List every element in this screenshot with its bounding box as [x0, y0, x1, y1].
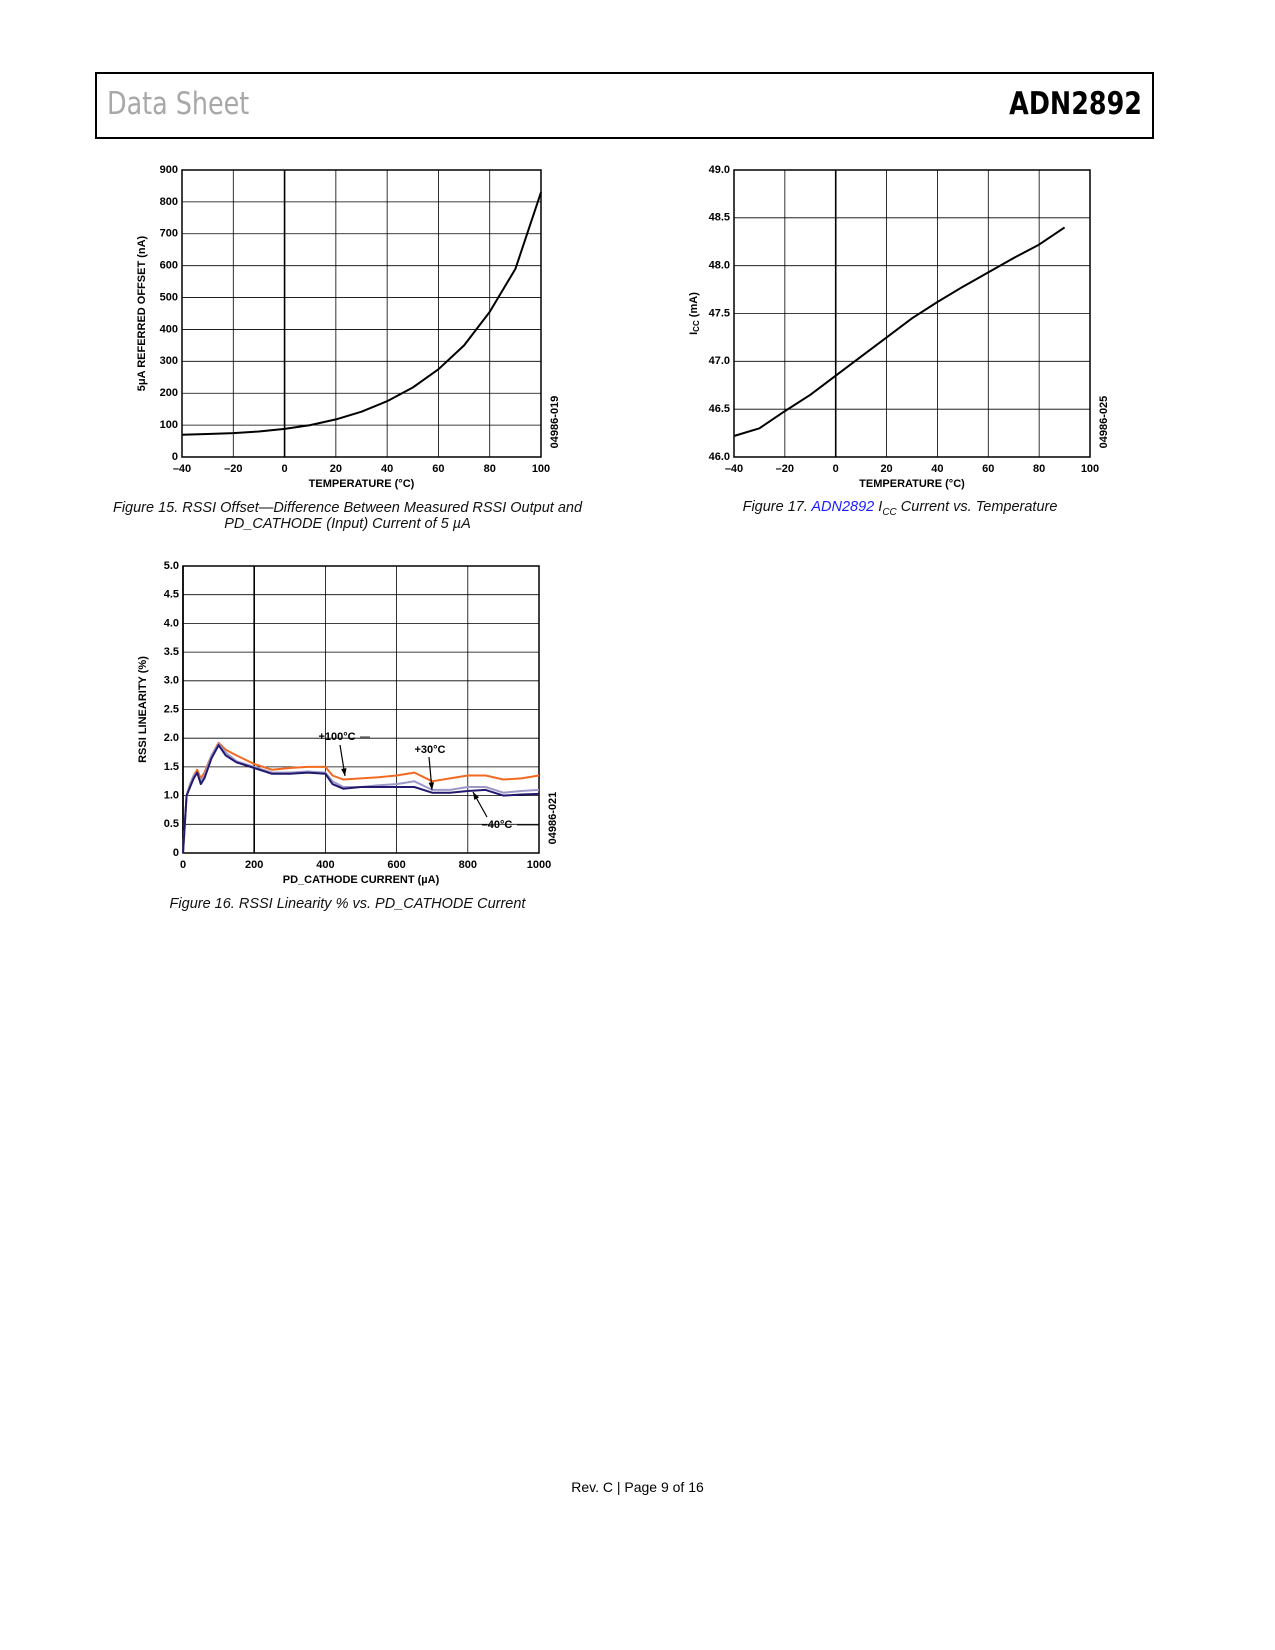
y-tick-label: 46.0 [709, 451, 730, 463]
annotation: +30°C [414, 744, 445, 756]
y-axis-label: 5μA REFERRED OFFSET (nA) [136, 235, 148, 391]
y-axis-label: RSSI LINEARITY (%) [137, 656, 149, 763]
figure-code: 04986-025 [1098, 396, 1110, 449]
caption: Figure 17. ADN2892 ICC Current vs. Tempe… [660, 499, 1140, 518]
caption-link[interactable]: ADN2892 [811, 499, 875, 515]
x-tick-label: 0 [833, 463, 839, 475]
x-tick-label: 60 [982, 463, 994, 475]
y-tick-label: 0.5 [164, 818, 179, 830]
footer: Rev. C | Page 9 of 16 [571, 1479, 704, 1495]
x-tick-label: 20 [330, 463, 342, 475]
caption-line: PD_CATHODE (Input) Current of 5 µA [224, 516, 471, 532]
figure-code: 04986-021 [547, 792, 559, 845]
x-tick-label: 1000 [527, 859, 551, 871]
y-tick-label: 4.5 [164, 589, 179, 601]
x-tick-label: –40 [725, 463, 743, 475]
y-tick-label: 48.0 [709, 260, 730, 272]
annotation: –40°C [482, 819, 513, 831]
y-tick-label: 800 [160, 196, 178, 208]
y-tick-label: 47.5 [709, 307, 730, 319]
y-tick-label: 1.5 [164, 761, 179, 773]
y-tick-label: 3.0 [164, 675, 179, 687]
x-tick-label: 100 [1081, 463, 1099, 475]
y-tick-label: 1.0 [164, 790, 179, 802]
x-tick-label: –20 [224, 463, 242, 475]
caption: Figure 15. RSSI Offset—Difference Betwee… [110, 500, 585, 532]
data-line [181, 191, 542, 436]
y-tick-label: 0 [173, 847, 179, 859]
x-tick-label: 0 [282, 463, 288, 475]
x-tick-label: 800 [459, 859, 477, 871]
data-line [182, 742, 540, 854]
y-tick-label: 2.0 [164, 732, 179, 744]
x-tick-label: –40 [173, 463, 191, 475]
y-tick-label: 200 [160, 387, 178, 399]
y-tick-label: 0 [172, 451, 178, 463]
y-axis-label-part: I [688, 332, 700, 335]
figure-code: 04986-019 [549, 396, 561, 449]
x-axis-label: PD_CATHODE CURRENT (µA) [283, 874, 440, 886]
y-tick-label: 49.0 [709, 164, 730, 176]
y-tick-label: 47.0 [709, 355, 730, 367]
caption-text: I [874, 499, 883, 515]
arrow-head [473, 792, 480, 800]
annotation: +100°C [318, 731, 355, 743]
header: Data Sheet ADN2892 [95, 72, 1154, 139]
y-tick-label: 4.0 [164, 617, 179, 629]
caption-subscript: CC [882, 506, 897, 518]
y-tick-label: 900 [160, 164, 178, 176]
x-axis-label: TEMPERATURE (°C) [309, 478, 415, 490]
header-right: ADN2892 [1009, 86, 1142, 122]
caption: Figure 16. RSSI Linearity % vs. PD_CATHO… [110, 896, 585, 912]
y-axis-label-part: (mA) [688, 292, 700, 320]
caption-text: Figure 17. [742, 499, 812, 515]
y-tick-label: 600 [160, 260, 178, 272]
y-axis-label-part: CC [692, 320, 701, 332]
data-line [182, 744, 540, 854]
y-tick-label: 5.0 [164, 560, 179, 572]
y-tick-label: 100 [160, 419, 178, 431]
y-tick-label: 500 [160, 291, 178, 303]
data-line [182, 741, 540, 854]
caption-text: Current vs. Temperature [896, 499, 1058, 515]
x-tick-label: –20 [776, 463, 794, 475]
y-tick-label: 400 [160, 323, 178, 335]
x-tick-label: 80 [484, 463, 496, 475]
x-tick-label: 40 [381, 463, 393, 475]
y-tick-label: 46.5 [709, 403, 730, 415]
x-axis-label: TEMPERATURE (°C) [859, 478, 965, 490]
x-tick-label: 400 [316, 859, 334, 871]
arrow-head [428, 782, 435, 790]
y-tick-label: 3.5 [164, 646, 179, 658]
x-tick-label: 20 [880, 463, 892, 475]
x-tick-label: 600 [387, 859, 405, 871]
x-tick-label: 200 [245, 859, 263, 871]
arrow-head [341, 768, 347, 776]
x-tick-label: 80 [1033, 463, 1045, 475]
y-tick-label: 700 [160, 228, 178, 240]
caption-line: Figure 15. RSSI Offset—Difference Betwee… [112, 500, 583, 516]
data-line [733, 226, 1066, 437]
x-tick-label: 0 [180, 859, 186, 871]
header-left: Data Sheet [107, 86, 250, 122]
x-tick-label: 100 [532, 463, 550, 475]
y-axis-label: ICC (mA) [688, 292, 701, 335]
y-tick-label: 300 [160, 355, 178, 367]
x-tick-label: 60 [432, 463, 444, 475]
y-tick-label: 48.5 [709, 212, 730, 224]
plot-frame [181, 169, 542, 458]
x-tick-label: 40 [931, 463, 943, 475]
y-tick-label: 2.5 [164, 703, 179, 715]
caption-line: Figure 16. RSSI Linearity % vs. PD_CATHO… [169, 896, 526, 912]
